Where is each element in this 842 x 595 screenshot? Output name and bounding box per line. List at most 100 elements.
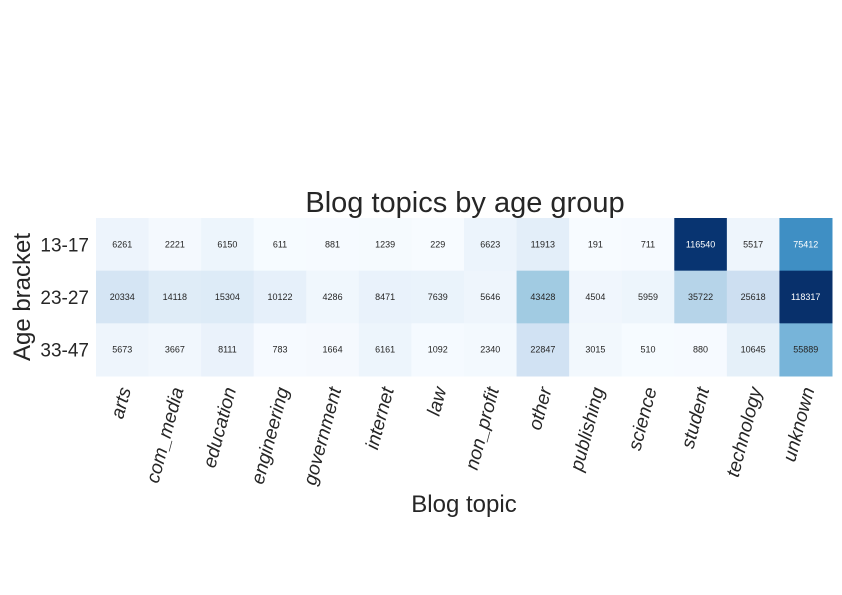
cell-value-label: 2221 [165,239,185,249]
y-tick-label: 23-27 [40,288,89,309]
cell-value-label: 510 [640,345,655,355]
heatmap-cell [516,270,570,324]
heatmap-cell [464,270,518,324]
x-tick-label: arts [107,385,136,422]
cell-value-label: 55889 [793,345,818,355]
heatmap-cell [726,218,780,272]
heatmap-cell [96,270,150,324]
x-tick-label: student [678,384,715,450]
cell-value-label: 43428 [530,292,555,302]
heatmap-cell [569,323,623,377]
heatmap-cell [96,323,150,377]
cell-value-label: 1239 [375,239,395,249]
cell-value-label: 118317 [791,292,820,302]
heatmap-cell [358,270,412,324]
heatmap-cell [148,218,202,272]
cell-value-label: 5517 [743,239,763,249]
cell-value-label: 25618 [741,292,766,302]
heatmap-cell [621,270,675,324]
x-tick-label: education [199,385,241,470]
cell-value-label: 6161 [375,345,395,355]
cell-value-label: 14118 [163,292,187,302]
x-tick-label: engineering [248,385,294,487]
cell-value-label: 20334 [110,292,135,302]
cell-value-label: 3015 [585,345,605,355]
heatmap-cell [411,323,465,377]
x-tick-label: other [525,385,557,433]
cell-value-label: 11913 [531,239,555,249]
cell-value-label: 3667 [165,345,185,355]
cell-value-label: 1664 [323,345,343,355]
cell-value-label: 881 [325,239,340,249]
cell-value-label: 35722 [688,292,713,302]
heatmap-cell [516,218,570,272]
y-tick-label: 33-47 [40,341,89,362]
cell-value-label: 1092 [428,345,448,355]
cell-value-label: 191 [588,239,603,249]
heatmap-cells: 6261 2221 6150 611 881 1239 229 6623 11913 191 711… [96,218,833,377]
heatmap-cell [358,323,412,377]
heatmap-cell [306,218,360,272]
cell-value-label: 8471 [375,292,395,302]
heatmap-cell [726,323,780,377]
cell-value-label: 4504 [585,292,605,302]
heatmap-cell [148,270,202,324]
heatmap-cell [306,323,360,377]
chart-title: Blog topics by age group [305,187,624,219]
x-tick-label: technology [723,384,767,480]
x-tick-label: science [625,385,662,453]
x-tick-label: com_media [143,385,189,485]
cell-value-label: 7639 [428,292,448,302]
heatmap-cell [201,270,255,324]
heatmap-cell [674,323,728,377]
cell-value-label: 10645 [741,345,766,355]
heatmap-cell [569,270,623,324]
y-tick-labels: 13-17 23-27 33-47 [40,235,89,361]
heatmap-cell [621,218,675,272]
heatmap-cell [253,270,307,324]
cell-value-label: 116540 [686,239,715,249]
cell-value-label: 5959 [638,292,658,302]
x-tick-label: government [300,384,346,487]
cell-value-label: 229 [430,239,445,249]
heatmap-cell [358,218,412,272]
cell-value-label: 6623 [480,239,500,249]
heatmap-cell [411,270,465,324]
cell-value-label: 783 [272,345,287,355]
heatmap-cell [253,323,307,377]
heatmap-cell [306,270,360,324]
heatmap-cell [96,218,150,272]
cell-value-label: 22847 [530,345,555,355]
heatmap-cell [464,323,518,377]
heatmap-cell [201,323,255,377]
heatmap-cell [674,218,728,272]
heatmap-cell [253,218,307,272]
cell-value-label: 75412 [793,239,818,249]
cell-value-label: 611 [273,239,287,249]
heatmap-cell [726,270,780,324]
cell-value-label: 8111 [218,345,237,355]
heatmap-cell [411,218,465,272]
heatmap-cell [779,270,833,324]
y-axis-label: Age bracket [9,233,36,361]
heatmap-cell [779,218,833,272]
cell-value-label: 6150 [217,239,237,249]
x-tick-labels: arts com_media education engineering governm… [107,384,819,488]
cell-value-label: 6261 [112,239,132,249]
heatmap-cell [148,323,202,377]
heatmap-cell [674,270,728,324]
heatmap-cell [516,323,570,377]
x-tick-label: internet [362,384,399,451]
cell-value-label: 2340 [480,345,500,355]
cell-value-label: 880 [693,345,708,355]
cell-value-label: 5673 [112,345,132,355]
x-tick-label: publishing [566,385,609,474]
cell-value-label: 10122 [267,292,292,302]
cell-value-label: 15304 [215,292,240,302]
x-tick-label: law [424,384,452,418]
heatmap-cell [569,218,623,272]
x-tick-label: unknown [779,385,819,464]
cell-value-label: 5646 [480,292,500,302]
y-tick-label: 13-17 [40,235,89,256]
